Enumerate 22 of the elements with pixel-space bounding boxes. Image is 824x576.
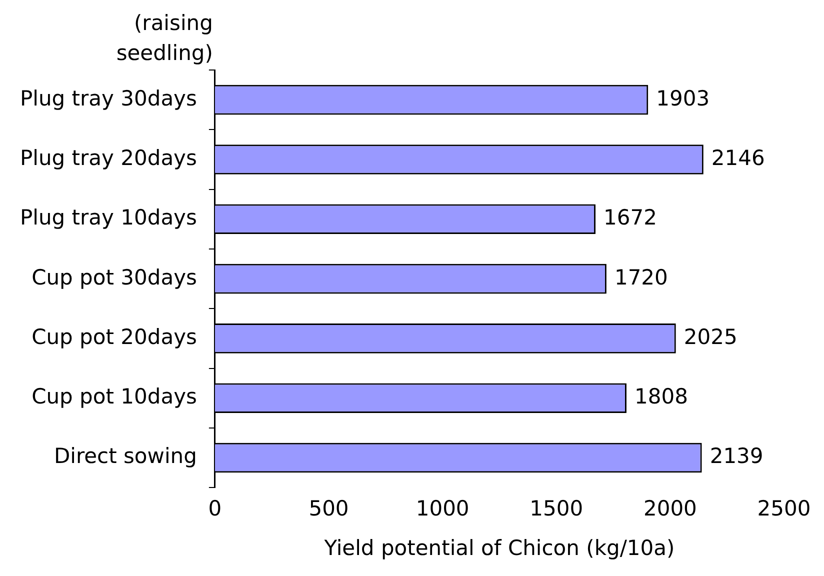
- y-tick-label: Plug tray 30days: [20, 86, 197, 110]
- x-tick-label: 2000: [643, 496, 697, 521]
- y-tick-label: Direct sowing: [54, 444, 197, 468]
- x-tick-label: 2500: [757, 496, 811, 521]
- y-axis-title: (raising seedling): [116, 11, 213, 65]
- y-tick-label: Cup pot 20days: [32, 324, 197, 349]
- data-label: 2139: [710, 444, 764, 468]
- data-label: 1720: [614, 265, 668, 290]
- y-tick-label: Cup pot 30days: [32, 265, 197, 290]
- x-tick-label: 0: [208, 496, 222, 521]
- x-axis-title: Yield potential of Chicon (kg/10a): [323, 536, 675, 560]
- data-label: 2025: [684, 324, 738, 349]
- x-tick-label: 1000: [416, 496, 470, 521]
- y-tick-label: Plug tray 20days: [20, 146, 197, 170]
- data-label: 1672: [604, 206, 657, 230]
- y-tick-label: Cup pot 10days: [32, 384, 197, 409]
- data-label: 1903: [656, 86, 710, 110]
- x-tick-label: 500: [308, 496, 349, 521]
- x-tick-label: 1500: [530, 496, 584, 521]
- data-label: 2146: [711, 146, 765, 170]
- data-label: 1808: [634, 384, 688, 409]
- y-tick-label: Plug tray 10days: [20, 206, 197, 230]
